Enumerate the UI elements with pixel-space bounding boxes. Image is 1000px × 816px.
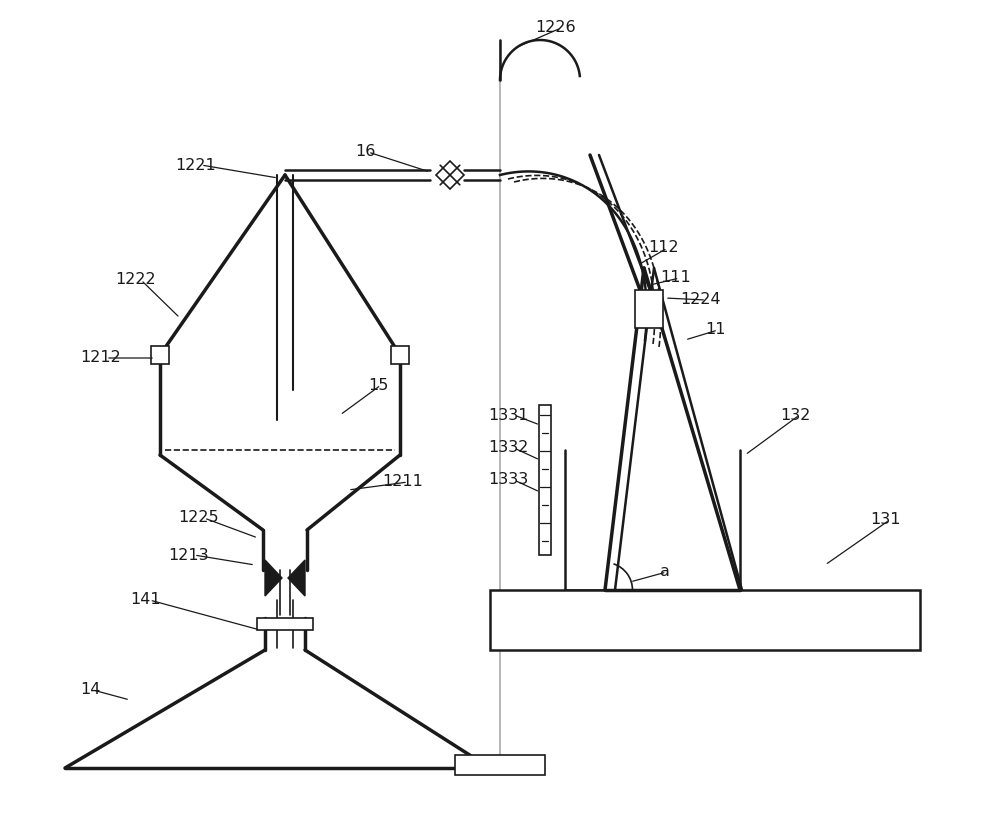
- Text: 132: 132: [780, 407, 810, 423]
- Polygon shape: [436, 161, 464, 189]
- Polygon shape: [288, 560, 305, 596]
- Text: 131: 131: [870, 512, 900, 527]
- Text: 11: 11: [705, 322, 726, 338]
- Text: 1222: 1222: [115, 273, 156, 287]
- Text: 111: 111: [660, 270, 691, 286]
- Text: 1332: 1332: [488, 441, 528, 455]
- Bar: [391, 346, 409, 364]
- Text: 1221: 1221: [175, 157, 216, 172]
- Bar: [490, 590, 920, 650]
- Text: 1226: 1226: [535, 20, 576, 36]
- Bar: [635, 290, 663, 328]
- Polygon shape: [265, 560, 282, 596]
- Text: 1211: 1211: [382, 474, 423, 490]
- Text: 15: 15: [368, 378, 388, 392]
- Text: 141: 141: [130, 592, 161, 607]
- Text: a: a: [660, 565, 670, 579]
- Text: 16: 16: [355, 144, 375, 159]
- Text: 1212: 1212: [80, 351, 121, 366]
- Bar: [455, 755, 545, 775]
- Bar: [151, 346, 169, 364]
- Text: 112: 112: [648, 241, 679, 255]
- Text: 1331: 1331: [488, 407, 528, 423]
- Bar: [257, 618, 313, 630]
- Text: 1225: 1225: [178, 511, 219, 526]
- Text: 1213: 1213: [168, 548, 209, 562]
- Text: 1333: 1333: [488, 472, 528, 487]
- Text: 14: 14: [80, 682, 100, 698]
- Bar: [539, 405, 551, 555]
- Text: 1224: 1224: [680, 292, 721, 308]
